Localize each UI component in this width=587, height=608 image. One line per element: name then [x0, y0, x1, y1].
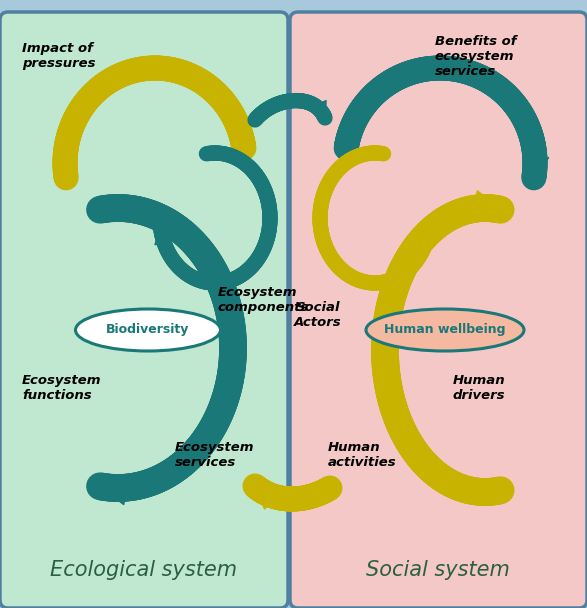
- Polygon shape: [419, 228, 435, 245]
- Polygon shape: [311, 100, 326, 118]
- Text: Human wellbeing: Human wellbeing: [384, 323, 506, 336]
- FancyBboxPatch shape: [290, 12, 587, 608]
- Text: Ecosystem
services: Ecosystem services: [175, 441, 255, 469]
- Text: Social system: Social system: [366, 560, 510, 580]
- Polygon shape: [100, 476, 129, 505]
- Text: Ecosystem
components: Ecosystem components: [218, 286, 309, 314]
- Polygon shape: [155, 228, 171, 245]
- FancyBboxPatch shape: [0, 12, 288, 608]
- Text: Ecosystem
functions: Ecosystem functions: [22, 374, 102, 402]
- Polygon shape: [472, 191, 501, 219]
- Text: Social
Actors: Social Actors: [294, 301, 342, 329]
- Text: Ecological system: Ecological system: [50, 560, 238, 580]
- Text: Human
drivers: Human drivers: [453, 374, 505, 402]
- Polygon shape: [525, 154, 549, 178]
- Text: Impact of
pressures: Impact of pressures: [22, 42, 96, 70]
- Polygon shape: [228, 125, 252, 148]
- Ellipse shape: [76, 309, 221, 351]
- Polygon shape: [255, 486, 279, 509]
- Ellipse shape: [366, 309, 524, 351]
- Text: Biodiversity: Biodiversity: [106, 323, 190, 336]
- Text: Human
activities: Human activities: [328, 441, 397, 469]
- Text: Benefits of
ecosystem
services: Benefits of ecosystem services: [435, 35, 517, 78]
